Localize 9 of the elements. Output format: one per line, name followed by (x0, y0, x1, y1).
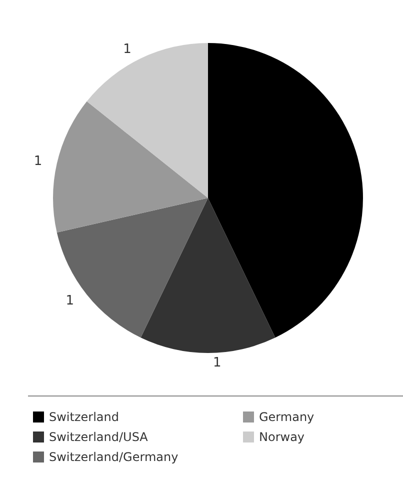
data-label: 1 (213, 356, 222, 370)
legend-label: Norway (259, 430, 305, 444)
data-label: 1 (34, 154, 42, 169)
data-label: 1 (123, 42, 132, 57)
legend-label: Switzerland/Germany (49, 450, 178, 464)
legend-label: Germany (259, 410, 314, 424)
legend-label: Switzerland/USA (49, 430, 149, 444)
legend-label: Switzerland (49, 410, 119, 424)
data-label: 1 (66, 293, 74, 308)
